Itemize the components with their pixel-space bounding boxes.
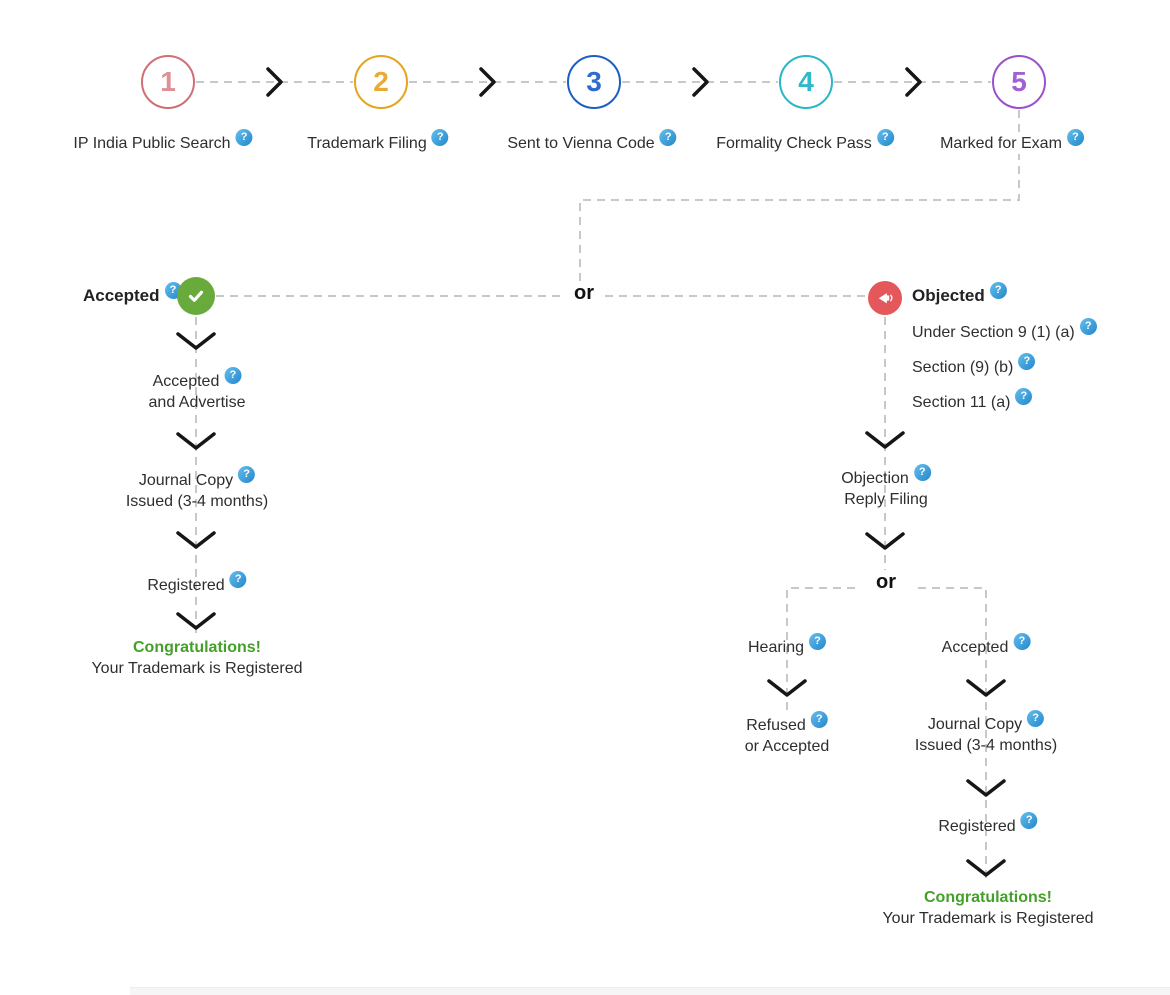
- help-icon[interactable]: ?: [229, 571, 247, 588]
- arrow-right-icon: [266, 67, 283, 97]
- arrow-down-icon: [176, 612, 216, 630]
- accepted-advertise-label: Accepted? and Advertise: [148, 367, 246, 411]
- hearing-label: Hearing?: [748, 633, 827, 658]
- arrow-down-icon: [767, 679, 807, 697]
- step-label-trademark-filing: Trademark Filing?: [304, 129, 452, 154]
- congratulations-left: Congratulations! Your Trademark is Regis…: [91, 639, 303, 677]
- help-icon[interactable]: ?: [1020, 812, 1038, 829]
- help-icon[interactable]: ?: [876, 129, 894, 146]
- help-icon[interactable]: ?: [913, 464, 931, 481]
- arrow-down-icon: [176, 332, 216, 350]
- section-item: Section (9) (b)?: [912, 353, 1036, 378]
- or-label-2: or: [871, 572, 901, 593]
- step-circle-2: 2: [354, 55, 408, 109]
- step-circle-4: 4: [779, 55, 833, 109]
- help-icon[interactable]: ?: [1018, 353, 1036, 370]
- step-label-formality-check-pass: Formality Check Pass?: [713, 129, 897, 154]
- step-number: 4: [798, 66, 814, 97]
- help-icon[interactable]: ?: [224, 367, 242, 384]
- help-icon[interactable]: ?: [1027, 710, 1045, 727]
- connector-exam-to-or: [579, 110, 1020, 281]
- accepted-label: Accepted?: [83, 282, 182, 307]
- step-number: 1: [160, 66, 176, 97]
- help-icon[interactable]: ?: [1013, 633, 1031, 650]
- journal-copy-left-label: Journal Copy? Issued (3-4 months): [125, 466, 269, 510]
- objected-megaphone-icon: [868, 281, 902, 315]
- registered-right-label: Registered?: [938, 812, 1038, 837]
- step-label-ip-india-public-search: IP India Public Search?: [70, 129, 256, 154]
- step-number: 3: [586, 66, 602, 97]
- step-circle-3: 3: [567, 55, 621, 109]
- help-icon[interactable]: ?: [989, 282, 1007, 299]
- congratulations-right: Congratulations! Your Trademark is Regis…: [882, 889, 1094, 927]
- or-label-1: or: [569, 283, 599, 304]
- arrow-down-icon: [176, 432, 216, 450]
- step-number: 5: [1011, 66, 1027, 97]
- arrow-down-icon: [966, 779, 1006, 797]
- arrow-right-icon: [692, 67, 709, 97]
- registered-left-label: Registered?: [147, 571, 247, 596]
- section-item: Under Section 9 (1) (a)?: [912, 318, 1097, 343]
- step-circle-5: 5: [992, 55, 1046, 109]
- step-circle-1: 1: [141, 55, 195, 109]
- bottom-divider: [130, 987, 1170, 995]
- accepted-right-label: Accepted?: [942, 633, 1031, 658]
- objected-label: Objected?: [912, 282, 1007, 307]
- arrow-right-icon: [479, 67, 496, 97]
- help-icon[interactable]: ?: [1015, 388, 1033, 405]
- help-icon[interactable]: ?: [659, 129, 677, 146]
- objection-reply-filing-label: Objection? Reply Filing: [841, 464, 931, 510]
- step-number: 2: [373, 66, 389, 97]
- help-icon[interactable]: ?: [238, 466, 256, 483]
- arrow-down-icon: [865, 431, 905, 449]
- journal-copy-right-label: Journal Copy? Issued (3-4 months): [914, 710, 1058, 754]
- step-label-sent-to-vienna-code: Sent to Vienna Code?: [504, 129, 680, 154]
- arrow-right-icon: [905, 67, 922, 97]
- accepted-check-icon: [177, 277, 215, 315]
- arrow-down-icon: [966, 859, 1006, 877]
- help-icon[interactable]: ?: [235, 129, 253, 146]
- arrow-down-icon: [865, 532, 905, 550]
- section-item: Section 11 (a)?: [912, 388, 1033, 413]
- help-icon[interactable]: ?: [431, 129, 449, 146]
- help-icon[interactable]: ?: [810, 711, 828, 728]
- arrow-down-icon: [966, 679, 1006, 697]
- refused-or-accepted-label: Refused? or Accepted: [744, 711, 830, 755]
- help-icon[interactable]: ?: [1066, 129, 1084, 146]
- step-label-marked-for-exam: Marked for Exam?: [937, 129, 1087, 154]
- help-icon[interactable]: ?: [809, 633, 827, 650]
- arrow-down-icon: [176, 531, 216, 549]
- help-icon[interactable]: ?: [1079, 318, 1097, 335]
